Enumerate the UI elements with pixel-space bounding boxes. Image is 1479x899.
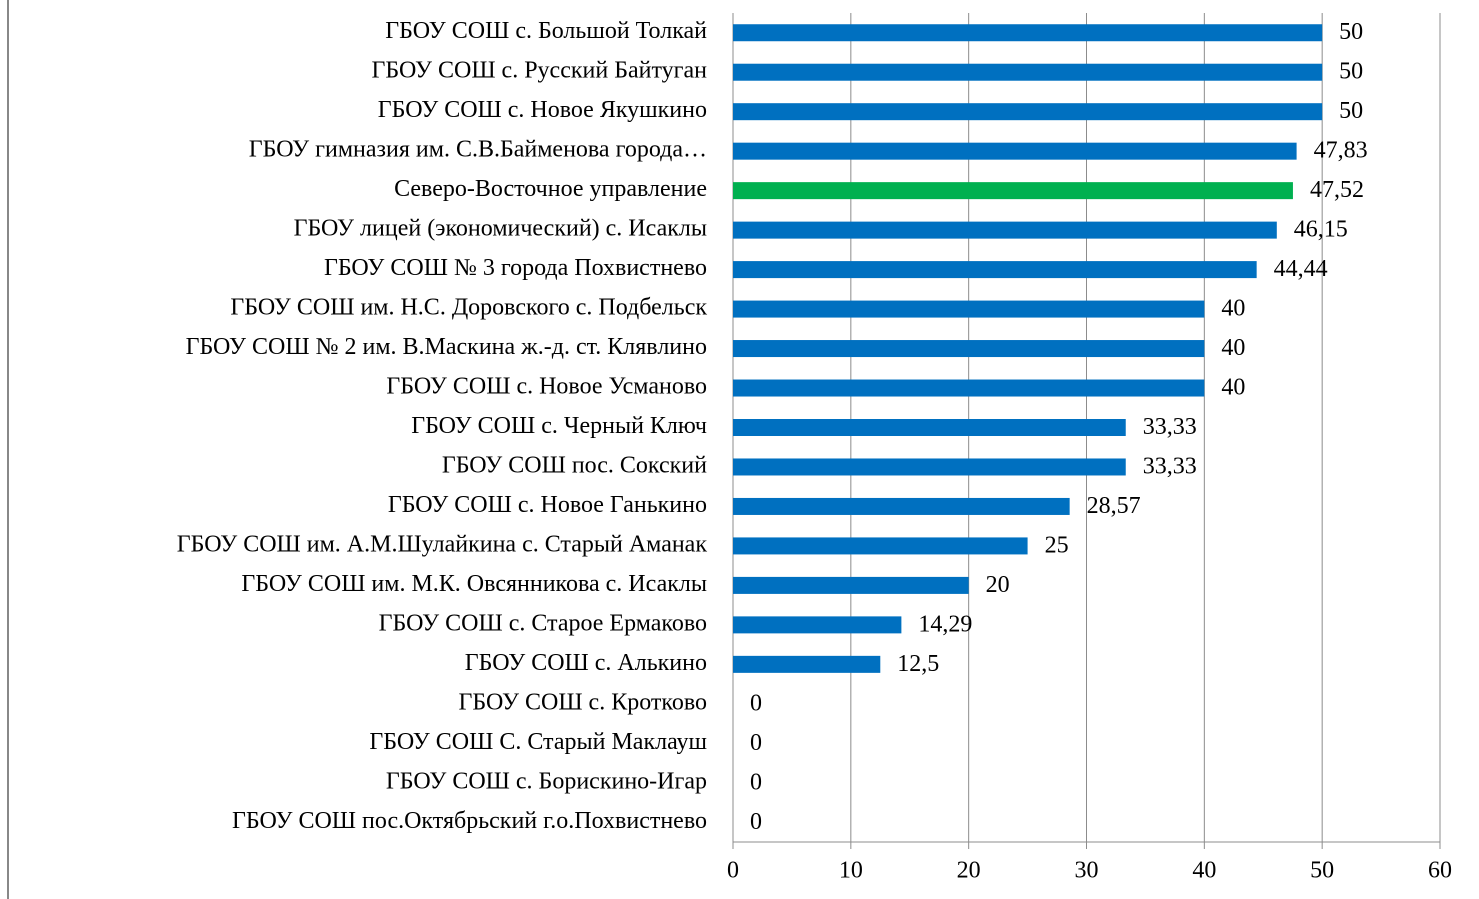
y-tick-label: ГБОУ СОШ с. Борискино-Игар <box>386 768 707 794</box>
value-label: 40 <box>1221 375 1245 401</box>
y-tick-label: ГБОУ СОШ с. Черный Ключ <box>411 413 707 439</box>
x-tick-label: 40 <box>1192 858 1216 884</box>
bar <box>733 142 1297 160</box>
x-tick-label: 50 <box>1310 858 1334 884</box>
y-tick-label: ГБОУ СОШ с. Новое Ганькино <box>388 492 707 518</box>
value-label: 47,83 <box>1314 138 1368 164</box>
value-label: 33,33 <box>1143 453 1197 479</box>
bar <box>733 655 881 673</box>
y-tick-label: ГБОУ СОШ пос. Сокский <box>442 452 707 478</box>
bar <box>733 458 1126 476</box>
bar <box>733 616 902 634</box>
bar <box>733 300 1205 318</box>
bar <box>733 497 1070 515</box>
value-label: 0 <box>750 690 762 716</box>
y-tick-label: ГБОУ СОШ № 2 им. В.Маскина ж.-д. ст. Кля… <box>186 334 707 360</box>
x-tick-label: 0 <box>727 858 739 884</box>
value-label: 50 <box>1339 98 1363 124</box>
value-label: 0 <box>750 809 762 835</box>
bar <box>733 103 1323 121</box>
bar <box>733 221 1277 239</box>
value-label: 28,57 <box>1087 493 1141 519</box>
bar <box>733 379 1205 397</box>
bar <box>733 419 1126 436</box>
value-label: 25 <box>1045 532 1069 558</box>
y-tick-label: ГБОУ СОШ с. Новое Усманово <box>386 374 707 400</box>
value-label: 0 <box>750 769 762 795</box>
y-tick-label: ГБОУ СОШ С. Старый Маклауш <box>369 729 707 755</box>
y-tick-label: ГБОУ СОШ с. Кротково <box>459 689 707 715</box>
y-tick-label: ГБОУ СОШ пос.Октябрьский г.о.Похвистнево <box>232 808 707 834</box>
value-label: 44,44 <box>1274 256 1328 282</box>
value-label: 14,29 <box>918 611 972 637</box>
value-label: 47,52 <box>1310 177 1364 203</box>
bar <box>733 576 969 594</box>
x-tick-label: 20 <box>957 858 981 884</box>
y-tick-label: ГБОУ СОШ с. Алькино <box>465 650 707 676</box>
bar <box>733 340 1205 358</box>
y-tick-label: ГБОУ гимназия им. С.В.Байменова города… <box>249 137 707 163</box>
x-tick-label: 30 <box>1075 858 1099 884</box>
y-tick-label: ГБОУ лицей (экономический) с. Исаклы <box>294 216 707 242</box>
y-tick-label: ГБОУ СОШ с. Большой Толкай <box>385 18 707 44</box>
y-tick-label: ГБОУ СОШ с. Старое Ермаково <box>379 610 707 636</box>
bar <box>733 24 1323 42</box>
y-tick-label: ГБОУ СОШ им. А.М.Шулайкина с. Старый Ама… <box>177 531 708 557</box>
value-label: 50 <box>1339 19 1363 45</box>
y-tick-label: Северо-Восточное управление <box>394 176 707 202</box>
bar <box>733 537 1028 555</box>
value-label: 0 <box>750 730 762 756</box>
x-tick-label: 60 <box>1428 858 1452 884</box>
value-label: 33,33 <box>1143 414 1197 440</box>
y-tick-label: ГБОУ СОШ № 3 города Похвистнево <box>324 255 707 281</box>
bar <box>733 182 1293 200</box>
value-label: 50 <box>1339 59 1363 85</box>
value-label: 12,5 <box>897 651 939 677</box>
value-label: 40 <box>1221 296 1245 322</box>
x-tick-label: 10 <box>839 858 863 884</box>
bar <box>733 63 1323 81</box>
value-label: 20 <box>986 572 1010 598</box>
y-tick-label: ГБОУ СОШ им. Н.С. Доровского с. Подбельс… <box>230 295 707 321</box>
value-label: 46,15 <box>1294 217 1348 243</box>
bar <box>733 261 1257 279</box>
y-tick-label: ГБОУ СОШ им. М.К. Овсянникова с. Исаклы <box>241 571 707 597</box>
value-label: 40 <box>1221 335 1245 361</box>
y-tick-label: ГБОУ СОШ с. Русский Байтуган <box>372 58 708 84</box>
y-tick-label: ГБОУ СОШ с. Новое Якушкино <box>378 97 707 123</box>
